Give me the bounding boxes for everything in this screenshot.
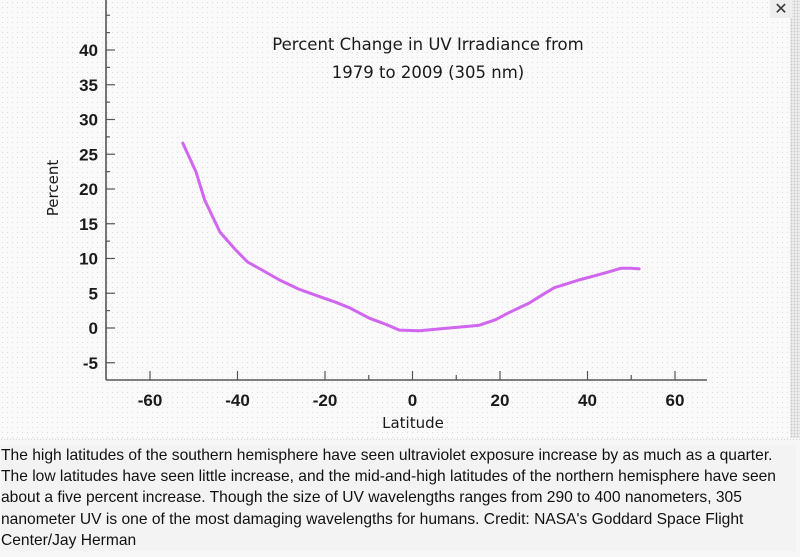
y-tick-label: 0 bbox=[89, 319, 98, 338]
x-tick-label: -40 bbox=[225, 391, 250, 410]
chart-title: Percent Change in UV Irradiance from 197… bbox=[272, 35, 583, 82]
y-tick-label: 20 bbox=[79, 180, 98, 199]
x-tick-label: 20 bbox=[491, 391, 510, 410]
frame-border bbox=[790, 0, 800, 438]
y-tick-label: 10 bbox=[79, 250, 98, 269]
y-tick-label: -5 bbox=[83, 354, 98, 373]
divider bbox=[0, 438, 800, 442]
x-tick-label: -60 bbox=[138, 391, 163, 410]
uv-irradiance-chart: Percent Change in UV Irradiance from 197… bbox=[44, 0, 707, 432]
chart-title-line-1: Percent Change in UV Irradiance from bbox=[272, 35, 583, 54]
chart-figure bbox=[0, 0, 790, 438]
x-tick-label: 60 bbox=[666, 391, 685, 410]
x-axis-title: Latitude bbox=[382, 414, 444, 432]
x-tick-label: 0 bbox=[408, 391, 417, 410]
y-tick-label: 40 bbox=[79, 41, 98, 60]
close-button[interactable]: ✕ bbox=[770, 0, 792, 18]
axes bbox=[105, 0, 707, 381]
y-axis-ticks: -5 0 5 10 15 20 25 30 35 40 bbox=[79, 14, 115, 373]
close-icon[interactable]: ✕ bbox=[774, 0, 788, 18]
y-tick-label: 5 bbox=[89, 284, 98, 303]
x-tick-label: -20 bbox=[313, 391, 338, 410]
chart-title-line-2: 1979 to 2009 (305 nm) bbox=[332, 63, 524, 82]
figure-caption: The high latitudes of the southern hemis… bbox=[1, 445, 796, 552]
series-layer bbox=[181, 141, 641, 333]
y-tick-label: 30 bbox=[79, 111, 98, 130]
y-axis-title: Percent bbox=[44, 160, 62, 217]
y-tick-label: 25 bbox=[79, 145, 98, 164]
x-axis-ticks: -60 -40 -20 0 20 40 60 bbox=[138, 371, 685, 410]
y-tick-label: 35 bbox=[79, 76, 98, 95]
series-line bbox=[181, 141, 641, 333]
x-tick-label: 40 bbox=[578, 391, 597, 410]
y-tick-label: 15 bbox=[79, 215, 98, 234]
